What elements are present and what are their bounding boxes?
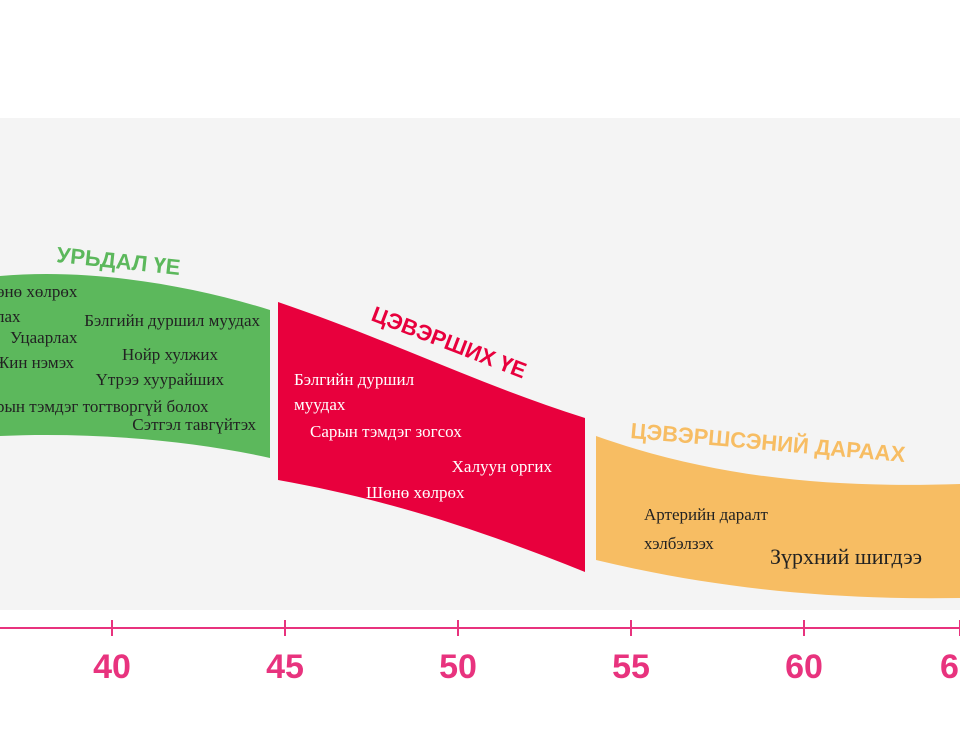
symptom: Шөнө хөлрөх — [366, 483, 465, 502]
symptom: Уцаарлах — [10, 328, 78, 347]
axis-label: 40 — [93, 648, 131, 686]
symptom: өнө хөлрөх — [0, 282, 78, 301]
symptom: муудах — [294, 395, 346, 414]
symptom: Үтрээ хуурайших — [96, 370, 225, 389]
axis-label: 50 — [439, 648, 477, 686]
axis-label: 45 — [266, 648, 304, 686]
axis-label: 60 — [785, 648, 823, 686]
symptom: Нойр хулжих — [122, 345, 219, 364]
phase-shape-pre — [0, 274, 270, 458]
symptom: лах — [0, 307, 21, 326]
phase-shape-during — [278, 302, 585, 572]
symptom: Зүрхний шигдээ — [770, 544, 922, 569]
phase-shape-post — [596, 436, 960, 599]
symptom: Сэтгэл тавгүйтэх — [132, 415, 256, 434]
symptom: Артерийн даралт — [644, 505, 768, 524]
symptom: рын тэмдэг тогтворгүй болох — [0, 397, 209, 416]
symptom: Халуун оргих — [452, 457, 553, 476]
symptom: Жин нэмэх — [0, 353, 75, 372]
symptom: Сарын тэмдэг зогсох — [310, 422, 462, 441]
symptom: Бэлгийн дуршил муудах — [84, 311, 260, 330]
axis-label: 55 — [612, 648, 650, 686]
symptom: Бэлгийн дуршил — [294, 370, 415, 389]
symptom: хэлбэлзэх — [644, 534, 714, 553]
axis-label: 6 — [940, 648, 959, 686]
